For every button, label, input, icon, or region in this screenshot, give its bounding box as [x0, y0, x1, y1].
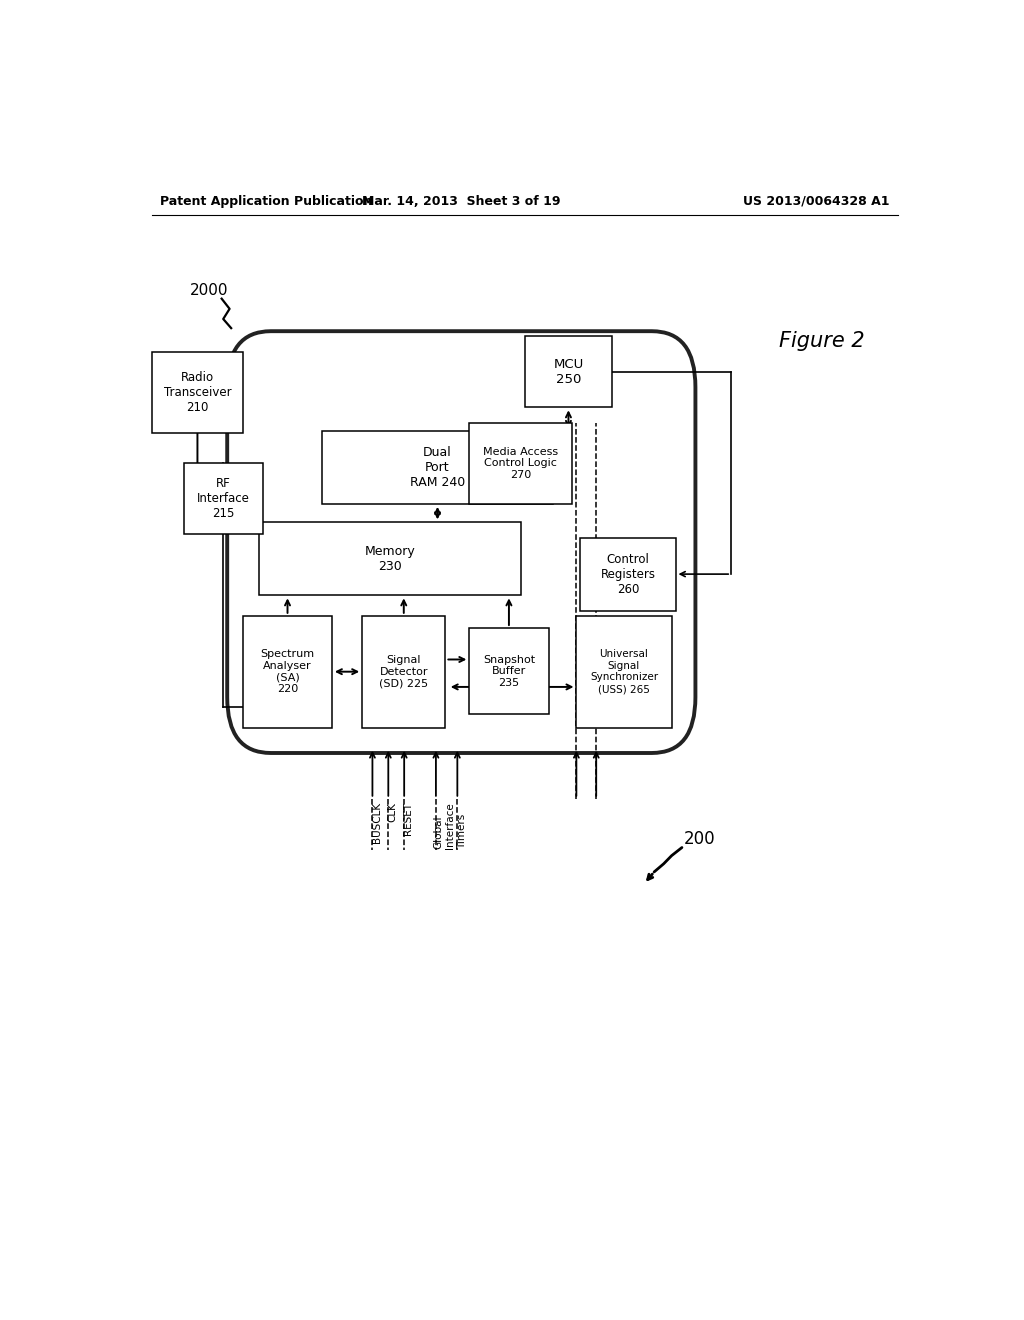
Text: Figure 2: Figure 2 [778, 331, 864, 351]
FancyBboxPatch shape [524, 337, 612, 408]
Text: Patent Application Publication: Patent Application Publication [160, 194, 372, 207]
Text: Mar. 14, 2013  Sheet 3 of 19: Mar. 14, 2013 Sheet 3 of 19 [362, 194, 560, 207]
FancyBboxPatch shape [469, 628, 549, 714]
Text: Spectrum
Analyser
(SA)
220: Spectrum Analyser (SA) 220 [260, 649, 314, 694]
Text: Dual
Port
RAM 240: Dual Port RAM 240 [410, 446, 465, 488]
Text: Media Access
Control Logic
270: Media Access Control Logic 270 [483, 446, 558, 480]
Text: Snapshot
Buffer
235: Snapshot Buffer 235 [483, 655, 535, 688]
FancyBboxPatch shape [581, 537, 676, 611]
Text: RESET: RESET [403, 801, 414, 834]
Text: MCU
250: MCU 250 [553, 358, 584, 385]
Text: US 2013/0064328 A1: US 2013/0064328 A1 [743, 194, 890, 207]
Text: CLK: CLK [387, 801, 397, 821]
FancyBboxPatch shape [577, 615, 672, 727]
FancyBboxPatch shape [227, 331, 695, 752]
Text: RF
Interface
215: RF Interface 215 [197, 478, 250, 520]
Text: Radio
Transceiver
210: Radio Transceiver 210 [164, 371, 231, 413]
Text: Universal
Signal
Synchronizer
(USS) 265: Universal Signal Synchronizer (USS) 265 [590, 649, 658, 694]
Text: Global
Interface
Timers: Global Interface Timers [433, 801, 467, 849]
Text: 2000: 2000 [189, 282, 228, 298]
Text: BUSCLK: BUSCLK [372, 801, 382, 843]
Text: 200: 200 [684, 830, 715, 849]
FancyBboxPatch shape [259, 523, 521, 595]
FancyBboxPatch shape [323, 430, 553, 504]
FancyBboxPatch shape [243, 615, 332, 727]
Text: Signal
Detector
(SD) 225: Signal Detector (SD) 225 [379, 655, 428, 688]
Text: Memory
230: Memory 230 [365, 545, 416, 573]
Text: Control
Registers
260: Control Registers 260 [600, 553, 655, 595]
FancyBboxPatch shape [362, 615, 445, 727]
FancyBboxPatch shape [469, 422, 572, 504]
FancyBboxPatch shape [183, 463, 263, 535]
FancyBboxPatch shape [152, 351, 243, 433]
